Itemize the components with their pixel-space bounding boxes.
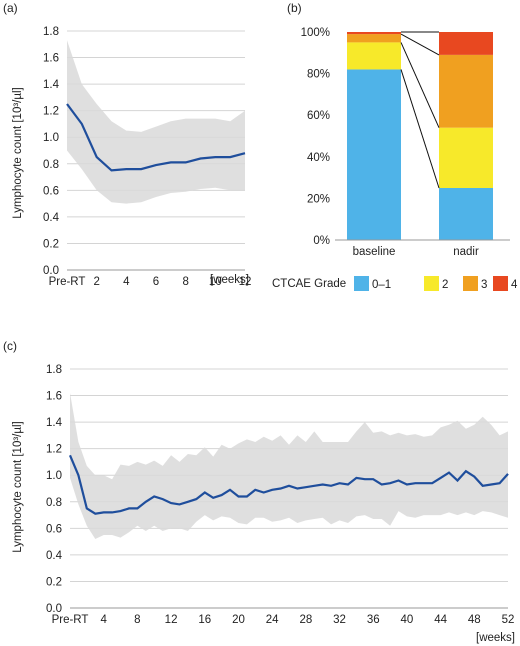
panelA-y-tick-label: 0.0 (43, 265, 59, 277)
panel-b-legend-swatch (463, 276, 478, 291)
panel-b-bar-segment (439, 54, 493, 128)
panelC-x-tick-label: 20 (232, 614, 245, 626)
panelA-y-tick-label: 1.2 (43, 106, 59, 118)
panel-b-stacked-bars (347, 32, 493, 240)
panel-b-legend-label: 2 (442, 279, 448, 291)
panelC-y-tick-label: 0.6 (46, 523, 62, 535)
panelC-x-tick-label: 8 (134, 614, 140, 626)
panel-b-y-tick-label: 40% (307, 152, 330, 164)
panel-label-c: (c) (3, 339, 17, 353)
panel-b-category-label: nadir (453, 246, 479, 258)
panelC-x-tick-label: 44 (434, 614, 447, 626)
panel-b-legend-label: 3 (481, 279, 487, 291)
panel-b-y-tick-label: 0% (313, 235, 330, 247)
panel-b-chart: 0% 20% 40% 60% 80% 100% baseline nadir CTCAE G… (272, 27, 518, 291)
panelC-y-tick-label: 0.4 (46, 550, 63, 562)
panelC-y-tick-label: 1.0 (46, 470, 62, 482)
panel-b-y-tick-label: 60% (307, 110, 330, 122)
panelC-y-tick-label: 1.4 (46, 417, 63, 429)
panel-c-y-tick-labels: 0.0 0.2 0.4 0.6 0.8 1.0 1.2 1.4 1.6 1.8 (46, 364, 63, 615)
panel-a-chart: 0.0 0.2 0.4 0.6 0.8 1.0 1.2 1.4 1.6 1.8 Pre-RT 2 4 6… (12, 26, 251, 288)
panel-a-y-axis-label: Lymphocyte count [10³/µl] (12, 87, 24, 219)
panelA-x-tick-label: 10 (209, 276, 222, 288)
panel-b-connector (400, 42, 440, 128)
panelA-x-tick-label: Pre-RT (49, 276, 86, 288)
panelC-x-tick-label: 28 (299, 614, 312, 626)
panelC-y-tick-label: 0.2 (46, 576, 62, 588)
panel-c-chart: 0.00.20.40.60.81.01.21.41.61.8 Pre-RT 4 8 1… (12, 364, 515, 644)
panelA-x-tick-label: 6 (153, 276, 159, 288)
panelC-y-tick-label: 0.0 (46, 603, 62, 615)
panel-b-bar-segment (439, 32, 493, 55)
panelC-x-tick-label: 4 (100, 614, 107, 626)
panel-a-range-band (67, 40, 245, 204)
panel-b-category-label: baseline (353, 246, 396, 258)
panel-b-legend: 0–1 2 3 4 (354, 276, 518, 291)
panel-b-legend-title: CTCAE Grade (272, 278, 346, 290)
panel-b-bar-segment (347, 32, 401, 35)
panel-a-x-tick-labels: Pre-RT 2 4 6 8 10 12 (49, 276, 252, 288)
panelC-y-tick-label: 1.8 (46, 364, 62, 376)
panel-b-bar-segment (347, 34, 401, 43)
panel-b-connector-lines (400, 31, 440, 241)
panel-b-bar-segment (347, 42, 401, 70)
panel-b-connector (400, 33, 440, 56)
panelA-y-tick-label: 0.6 (43, 185, 59, 197)
panelC-y-tick-label: 1.6 (46, 391, 62, 403)
panel-b-y-tick-labels: 0% 20% 40% 60% 80% 100% (301, 27, 330, 247)
panel-c-median-line (68, 454, 509, 515)
panelA-y-tick-label: 0.2 (43, 238, 59, 250)
panel-label-b: (b) (287, 1, 302, 15)
panelA-y-tick-label: 0.8 (43, 159, 59, 171)
panel-b-y-tick-label: 80% (307, 69, 330, 81)
panel-b-bar-segment (439, 127, 493, 188)
panelA-y-tick-label: 1.4 (43, 79, 60, 91)
panel-b-legend-label: 4 (511, 279, 518, 291)
panel-c-x-unit: [weeks] (476, 632, 515, 644)
panel-b-category-labels: baseline nadir (353, 246, 479, 258)
panelA-x-tick-label: 12 (239, 276, 252, 288)
panelC-x-tick-label: 16 (198, 614, 211, 626)
panelA-y-tick-label: 1.8 (43, 26, 59, 38)
panel-c-range-band (70, 392, 508, 539)
panelC-x-tick-label: 40 (401, 614, 414, 626)
panelC-x-tick-label: 24 (266, 614, 279, 626)
panel-c-x-tick-labels: Pre-RT 4 8 12 16 20 24 28 32 36 40 44 48 52 (52, 614, 515, 626)
panelA-x-tick-label: 8 (182, 276, 188, 288)
panelC-x-tick-label: 48 (468, 614, 481, 626)
panel-b-y-tick-label: 100% (301, 27, 330, 39)
panel-b-legend-swatch (424, 276, 439, 291)
panel-c-y-axis-label: Lymphocyte count [10³/µl] (12, 421, 24, 553)
panel-b-legend-swatch (493, 276, 508, 291)
panel-b-bar-segment (439, 188, 493, 240)
panel-b-bar-segment (347, 69, 401, 240)
panelC-x-tick-label: 12 (165, 614, 178, 626)
panel-a-x-unit: [weeks] (210, 274, 249, 286)
panelA-y-tick-label: 0.4 (43, 212, 60, 224)
panelA-x-tick-label: 2 (93, 276, 99, 288)
panelC-y-tick-label: 1.2 (46, 444, 62, 456)
panelC-x-tick-label: 36 (367, 614, 380, 626)
panel-b-y-tick-label: 20% (307, 193, 330, 205)
panel-a-median-line (66, 103, 246, 172)
panelA-y-tick-label: 1.6 (43, 53, 59, 65)
panel-b-legend-swatch (354, 276, 369, 291)
panel-label-a: (a) (3, 1, 18, 15)
panelC-x-tick-label: Pre-RT (52, 614, 89, 626)
panelC-x-tick-label: 32 (333, 614, 346, 626)
panelC-y-tick-label: 0.8 (46, 497, 62, 509)
panelA-y-tick-label: 1.0 (43, 132, 59, 144)
panel-b-legend-label: 0–1 (372, 279, 391, 291)
panelA-x-tick-label: 4 (123, 276, 130, 288)
panel-b-connector (400, 69, 440, 189)
panel-a-y-tick-labels: 0.0 0.2 0.4 0.6 0.8 1.0 1.2 1.4 1.6 1.8 (43, 26, 60, 277)
panelC-x-tick-label: 52 (502, 614, 515, 626)
